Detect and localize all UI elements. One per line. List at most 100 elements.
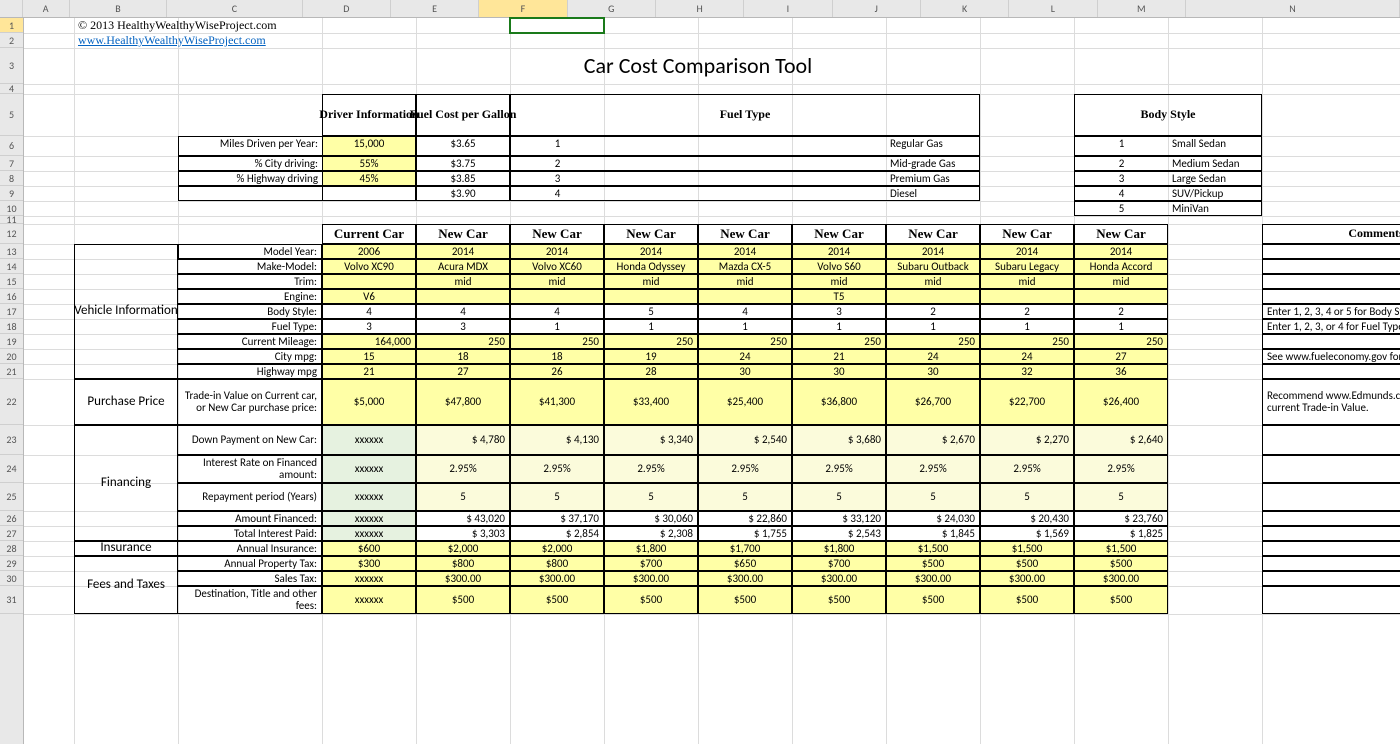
- cell-r18-c12[interactable]: 1: [1074, 319, 1168, 334]
- cell-r22-c4[interactable]: $5,000: [322, 379, 416, 425]
- cell-r13-c9[interactable]: 2014: [792, 244, 886, 259]
- cell-r14-c4[interactable]: Volvo XC90: [322, 259, 416, 274]
- cell-r28-c10[interactable]: $1,500: [886, 541, 980, 556]
- cell-r23-c9[interactable]: $ 3,680: [792, 425, 886, 455]
- cell-r15-c11[interactable]: mid: [980, 274, 1074, 289]
- cell-r23-c11[interactable]: $ 2,270: [980, 425, 1074, 455]
- cell-r25-c9[interactable]: 5: [792, 483, 886, 511]
- cell-r15-c9[interactable]: mid: [792, 274, 886, 289]
- cell-r31-c4[interactable]: xxxxxx: [322, 586, 416, 614]
- cell-r27-c5[interactable]: $ 3,303: [416, 526, 510, 541]
- row-header-24[interactable]: 24: [0, 455, 23, 483]
- cell-r15-c7[interactable]: mid: [604, 274, 698, 289]
- cell-r28-c9[interactable]: $1,800: [792, 541, 886, 556]
- cell-r21-c6[interactable]: 26: [510, 364, 604, 379]
- cell-r17-c10[interactable]: 2: [886, 304, 980, 319]
- row-header-14[interactable]: 14: [0, 259, 23, 274]
- col-header-F[interactable]: F: [479, 0, 567, 17]
- cell-r23-c12[interactable]: $ 2,640: [1074, 425, 1168, 455]
- row-header-4[interactable]: 4: [0, 84, 23, 94]
- cell-r15-c10[interactable]: mid: [886, 274, 980, 289]
- cell-r20-c11[interactable]: 24: [980, 349, 1074, 364]
- cell-r23-c6[interactable]: $ 4,130: [510, 425, 604, 455]
- cell-r17-c8[interactable]: 4: [698, 304, 792, 319]
- cell-r17-c5[interactable]: 4: [416, 304, 510, 319]
- row-header-19[interactable]: 19: [0, 334, 23, 349]
- cell-r17-c9[interactable]: 3: [792, 304, 886, 319]
- cell-r13-c11[interactable]: 2014: [980, 244, 1074, 259]
- cell-r26-c5[interactable]: $ 43,020: [416, 511, 510, 526]
- cell-r19-c7[interactable]: 250: [604, 334, 698, 349]
- cell-r28-c11[interactable]: $1,500: [980, 541, 1074, 556]
- cell-r30-c7[interactable]: $300.00: [604, 571, 698, 586]
- cell-r24-c9[interactable]: 2.95%: [792, 455, 886, 483]
- cell-r16-c9[interactable]: T5: [792, 289, 886, 304]
- row-header-20[interactable]: 20: [0, 349, 23, 364]
- cell-r22-c8[interactable]: $25,400: [698, 379, 792, 425]
- cell-r29-c4[interactable]: $300: [322, 556, 416, 571]
- cell-r29-c11[interactable]: $500: [980, 556, 1074, 571]
- cell-r19-c4[interactable]: 164,000: [322, 334, 416, 349]
- cell-r15-c6[interactable]: mid: [510, 274, 604, 289]
- row-header-2[interactable]: 2: [0, 33, 23, 48]
- row-header-30[interactable]: 30: [0, 571, 23, 586]
- cell-r20-c4[interactable]: 15: [322, 349, 416, 364]
- cell-r22-c12[interactable]: $26,400: [1074, 379, 1168, 425]
- cell-r21-c8[interactable]: 30: [698, 364, 792, 379]
- cell-r18-c7[interactable]: 1: [604, 319, 698, 334]
- row-header-5[interactable]: 5: [0, 94, 23, 136]
- cell-r31-c12[interactable]: $500: [1074, 586, 1168, 614]
- active-cell[interactable]: [510, 18, 604, 33]
- cell-r25-c12[interactable]: 5: [1074, 483, 1168, 511]
- col-header-J[interactable]: J: [833, 0, 921, 17]
- cell-r14-c6[interactable]: Volvo XC60: [510, 259, 604, 274]
- cell-r16-c12[interactable]: [1074, 289, 1168, 304]
- row-header-31[interactable]: 31: [0, 586, 23, 614]
- cell-r16-c10[interactable]: [886, 289, 980, 304]
- row-header-7[interactable]: 7: [0, 156, 23, 171]
- cell-r23-c8[interactable]: $ 2,540: [698, 425, 792, 455]
- row-header-21[interactable]: 21: [0, 364, 23, 379]
- cell-r31-c9[interactable]: $500: [792, 586, 886, 614]
- col-header-N[interactable]: N: [1186, 0, 1400, 17]
- cell-r22-c5[interactable]: $47,800: [416, 379, 510, 425]
- cell-r22-c9[interactable]: $36,800: [792, 379, 886, 425]
- cell-r15-c5[interactable]: mid: [416, 274, 510, 289]
- cell-r17-c11[interactable]: 2: [980, 304, 1074, 319]
- cell-r28-c5[interactable]: $2,000: [416, 541, 510, 556]
- cell-r18-c4[interactable]: 3: [322, 319, 416, 334]
- cell-r20-c7[interactable]: 19: [604, 349, 698, 364]
- cell-r16-c5[interactable]: [416, 289, 510, 304]
- driver-val-7[interactable]: 55%: [322, 156, 416, 171]
- col-header-D[interactable]: D: [303, 0, 391, 17]
- cell-r18-c9[interactable]: 1: [792, 319, 886, 334]
- row-header-9[interactable]: 9: [0, 186, 23, 201]
- cell-r25-c7[interactable]: 5: [604, 483, 698, 511]
- cell-r29-c9[interactable]: $700: [792, 556, 886, 571]
- cell-r14-c11[interactable]: Subaru Legacy: [980, 259, 1074, 274]
- col-header-C[interactable]: C: [167, 0, 302, 17]
- cell-r26-c6[interactable]: $ 37,170: [510, 511, 604, 526]
- cell-r26-c11[interactable]: $ 20,430: [980, 511, 1074, 526]
- cell-r13-c5[interactable]: 2014: [416, 244, 510, 259]
- cell-r24-c5[interactable]: 2.95%: [416, 455, 510, 483]
- cell-r30-c6[interactable]: $300.00: [510, 571, 604, 586]
- cell-r25-c10[interactable]: 5: [886, 483, 980, 511]
- cell-r19-c8[interactable]: 250: [698, 334, 792, 349]
- cell-r30-c11[interactable]: $300.00: [980, 571, 1074, 586]
- cell-r24-c4[interactable]: xxxxxx: [322, 455, 416, 483]
- cell-r29-c12[interactable]: $500: [1074, 556, 1168, 571]
- cell-r14-c7[interactable]: Honda Odyssey: [604, 259, 698, 274]
- cell-r30-c5[interactable]: $300.00: [416, 571, 510, 586]
- cell-r27-c4[interactable]: xxxxxx: [322, 526, 416, 541]
- cell-r18-c11[interactable]: 1: [980, 319, 1074, 334]
- cell-r16-c11[interactable]: [980, 289, 1074, 304]
- cell-r21-c7[interactable]: 28: [604, 364, 698, 379]
- row-header-22[interactable]: 22: [0, 379, 23, 425]
- cell-r30-c12[interactable]: $300.00: [1074, 571, 1168, 586]
- col-header-M[interactable]: M: [1098, 0, 1186, 17]
- cell-r29-c8[interactable]: $650: [698, 556, 792, 571]
- cell-r14-c5[interactable]: Acura MDX: [416, 259, 510, 274]
- cell-r24-c11[interactable]: 2.95%: [980, 455, 1074, 483]
- cell-r31-c8[interactable]: $500: [698, 586, 792, 614]
